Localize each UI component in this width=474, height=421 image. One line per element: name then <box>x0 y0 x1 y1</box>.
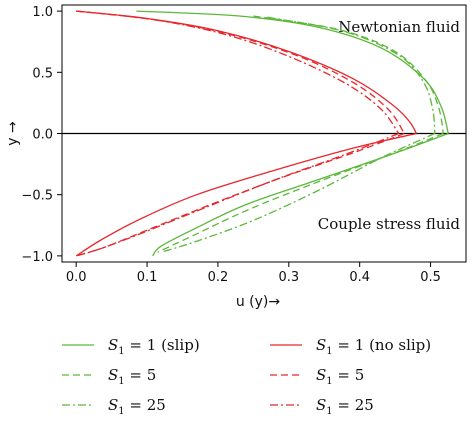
legend: S1 = 1 (slip) S1 = 5 S1 = 25 S1 = 1 (no sli… <box>62 336 431 417</box>
legend-slip-1-label: S1 = 1 (slip) <box>108 336 200 357</box>
x-tick-label: 0.0 <box>66 270 87 285</box>
x-tick-label: 0.2 <box>208 270 229 285</box>
series-slip-5-lower-line <box>157 132 444 253</box>
legend-slip-5-label: S1 = 5 <box>108 366 156 387</box>
annotation-newtonian: Newtonian fluid <box>338 18 460 36</box>
x-tick-label: 0.1 <box>137 270 158 285</box>
series-slip-1-lower-line <box>152 132 449 257</box>
y-tick-label: 1.0 <box>32 5 53 20</box>
series-slip-1-upper-line <box>136 10 449 134</box>
x-axis-label: u (y)→ <box>236 294 281 310</box>
x-tick-label: 0.5 <box>420 270 441 285</box>
y-tick-label: 0.0 <box>32 128 53 143</box>
series-slip-25-lower-line <box>161 132 436 253</box>
y-axis-label: y → <box>5 121 21 146</box>
series-no-slip-25-lower-line <box>76 132 399 257</box>
series-no-slip-1-lower-line <box>75 132 417 257</box>
series-no-slip-25-upper-line <box>76 10 400 134</box>
x-tick-label: 0.3 <box>278 270 299 285</box>
y-tick-label: 0.5 <box>32 66 53 81</box>
series-no-slip-5-upper-line <box>76 10 405 134</box>
legend-slip-25-label: S1 = 25 <box>108 396 166 417</box>
legend-no-slip-1-label: S1 = 1 (no slip) <box>316 336 431 357</box>
series-no-slip-5-lower-line <box>76 132 405 257</box>
y-tick-label: −0.5 <box>21 189 53 204</box>
annotation-couple-stress: Couple stress fluid <box>318 215 461 233</box>
plot-area: 0.0 0.1 0.2 0.3 0.4 0.5 1.0 0.5 0.0 −0.5 −1.0 u (y)… <box>5 4 467 310</box>
y-tick-label: −1.0 <box>21 250 53 265</box>
legend-no-slip-5-label: S1 = 5 <box>316 366 364 387</box>
series-no-slip-1-upper-line <box>76 10 417 134</box>
series-slip-25-upper-line <box>267 16 436 134</box>
series-slip-5-upper-line <box>253 15 444 134</box>
x-tick-label: 0.4 <box>349 270 370 285</box>
legend-no-slip-25-label: S1 = 25 <box>316 396 374 417</box>
